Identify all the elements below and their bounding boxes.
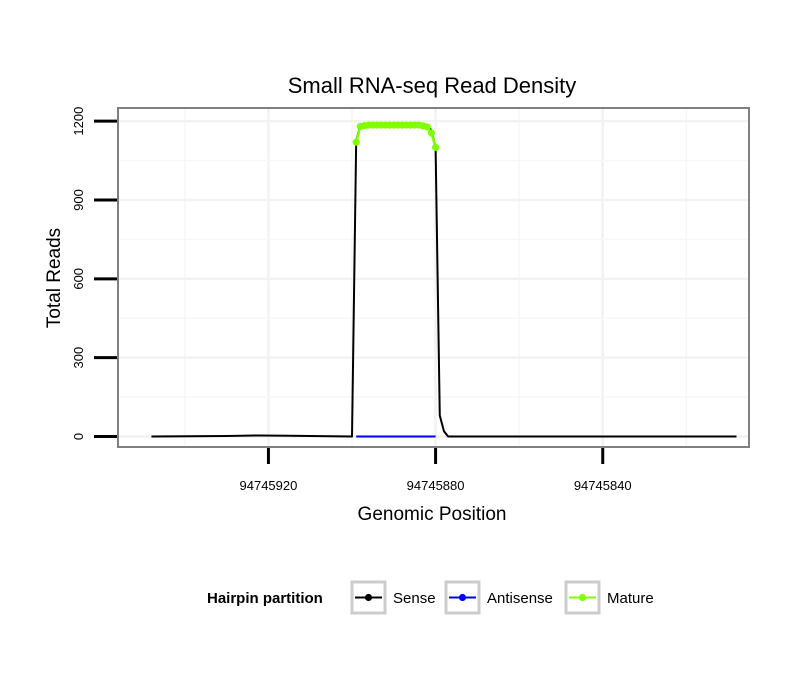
legend-label: Antisense (487, 590, 553, 607)
chart-title: Small RNA-seq Read Density (288, 73, 577, 98)
legend-label: Sense (393, 590, 436, 607)
x-tick-label: 94745920 (240, 478, 298, 493)
y-tick-label: 0 (71, 433, 86, 440)
legend-title: Hairpin partition (207, 590, 323, 607)
data-point-mature (423, 123, 431, 131)
legend: Hairpin partition Sense Antisense Mature (207, 580, 654, 615)
legend-entries: Sense Antisense Mature (350, 580, 654, 615)
series-layer (151, 121, 737, 438)
plot-border (117, 107, 750, 448)
legend-label: Mature (607, 590, 654, 607)
x-axis: 94745920 94745880 94745840 (240, 448, 632, 493)
data-point-mature (431, 143, 440, 152)
grid (118, 108, 749, 447)
legend-key-point (578, 593, 587, 602)
x-axis-title: Genomic Position (358, 504, 507, 525)
plot-background (118, 108, 749, 447)
y-axis: 0 300 600 900 1200 (71, 107, 117, 440)
legend-key-point (364, 593, 373, 602)
data-point-mature (427, 129, 436, 137)
y-tick-label: 300 (71, 347, 86, 369)
y-tick-label: 900 (71, 189, 86, 211)
data-point-mature (352, 138, 360, 146)
y-axis-title: Total Reads (44, 228, 65, 328)
plot-panel (117, 107, 750, 448)
y-tick-label: 1200 (71, 107, 86, 136)
y-tick-label: 600 (71, 268, 86, 290)
x-tick-label: 94745880 (407, 478, 465, 493)
legend-item-sense: Sense (350, 580, 436, 615)
x-tick-label: 94745840 (574, 478, 632, 493)
legend-item-antisense: Antisense (444, 580, 553, 615)
legend-key-point (458, 593, 467, 602)
legend-item-mature: Mature (564, 580, 654, 615)
